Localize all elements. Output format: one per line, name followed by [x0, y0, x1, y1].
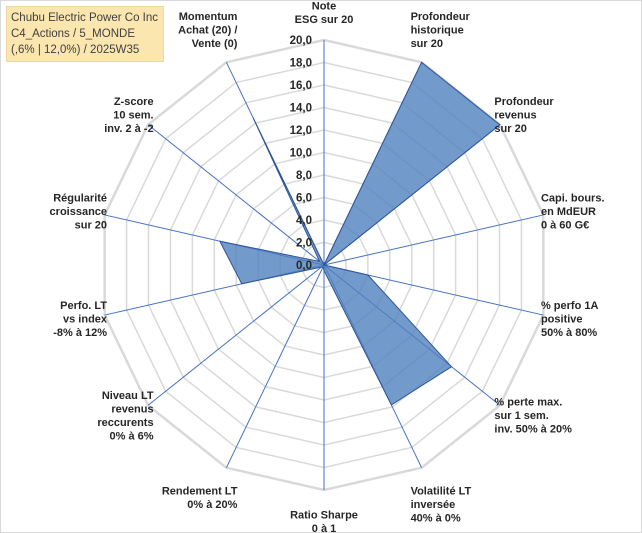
axis-label-5-line-2: inv. 50% à 20% — [494, 424, 572, 436]
axis-label-7-line-1: 0 à 1 — [312, 523, 336, 533]
axis-label-8-line-1: 0% à 20% — [187, 499, 237, 511]
axis-label-8-line-0: Rendement LT — [162, 486, 238, 498]
axis-label-0-line-1: ESG sur 20 — [295, 14, 354, 26]
axis-label-3-line-1: en MdEUR — [541, 206, 596, 218]
tick-label-2: 4,0 — [296, 215, 312, 227]
title-line-range-week: (,6% | 12,0%) / 2025W35 — [11, 44, 140, 56]
axis-label-2-line-1: revenus — [494, 109, 536, 121]
axis-label-4-line-1: positive — [541, 313, 583, 325]
tick-label-7: 14,0 — [290, 103, 312, 115]
tick-label-6: 12,0 — [290, 125, 312, 137]
chart-title-box: Chubu Electric Power Co Inc C4_Actions /… — [6, 6, 164, 62]
axis-label-6-line-0: Volatilité LT — [411, 486, 472, 498]
tick-label-8: 16,0 — [290, 80, 312, 92]
tick-label-3: 6,0 — [296, 193, 312, 205]
axis-label-12-line-1: 10 sem. — [113, 109, 153, 121]
axis-label-12-line-0: Z-score — [114, 96, 154, 108]
radar-series — [218, 61, 501, 406]
axis-label-10-line-1: vs index — [63, 313, 108, 325]
axis-label-10-line-0: Perfo. LT — [60, 300, 107, 312]
axis-label-2-line-2: sur 20 — [494, 123, 526, 135]
spoke-9 — [147, 264, 325, 406]
axis-label-10-line-2: -8% à 12% — [53, 327, 107, 339]
axis-label-13-line-1: Achat (20) / — [178, 24, 237, 36]
axis-label-13-line-0: Momentum — [179, 11, 238, 23]
axis-label-3: Capi. bours.en MdEUR 0 à 60 G€ — [541, 193, 605, 232]
axis-label-6-line-1: inversée — [411, 499, 456, 511]
spoke-3 — [323, 214, 544, 266]
title-line-company: Chubu Electric Power Co Inc — [11, 12, 159, 24]
axis-label-9-line-0: Niveau LT — [102, 390, 154, 402]
tick-label-5: 10,0 — [290, 148, 312, 160]
axis-label-9-line-1: revenus — [111, 403, 153, 415]
axis-label-7-line-0: Ratio Sharpe — [290, 510, 358, 522]
tick-label-4: 8,0 — [296, 170, 312, 182]
radar-tick-labels: 0,0 2,0 4,0 6,0 8,0 10,0 12,0 14,0 16,0 18,0 20,0 — [290, 35, 312, 272]
axis-label-11-line-0: Régularité — [53, 193, 107, 205]
axis-label-5-line-1: sur 1 sem. — [494, 410, 548, 422]
axis-label-11-line-1: croissance — [50, 206, 107, 218]
series-area — [218, 61, 501, 406]
axis-label-0-line-0: Note — [312, 1, 336, 13]
axis-label-11-line-2: sur 20 — [75, 220, 107, 232]
tick-label-0: 0,0 — [296, 260, 312, 272]
axis-label-4-line-2: 50% à 80% — [541, 327, 597, 339]
axis-label-3-line-2: 0 à 60 G€ — [541, 220, 589, 232]
axis-label-13-line-2: Vente (0) — [192, 38, 238, 50]
axis-label-4-line-0: % perfo 1A — [541, 300, 599, 312]
axis-label-5-line-0: % perte max. — [494, 397, 562, 409]
spoke-12 — [147, 124, 325, 266]
axis-label-1-line-2: sur 20 — [411, 38, 443, 50]
axis-label-9-line-2: reccurents — [97, 417, 153, 429]
spoke-8 — [225, 264, 325, 468]
axis-label-6-line-2: 40% à 0% — [411, 513, 461, 525]
tick-label-1: 2,0 — [296, 238, 312, 250]
axis-label-9-line-3: 0% à 6% — [110, 430, 154, 442]
axis-label-8: Rendement LT0% à 20% — [162, 486, 238, 512]
tick-label-9: 18,0 — [290, 58, 312, 70]
axis-label-3-line-0: Capi. bours. — [541, 193, 605, 205]
axis-label-1-line-0: Profondeur — [411, 11, 471, 23]
axis-label-1-line-1: historique — [411, 24, 464, 36]
axis-label-12-line-2: inv. 2 à -2 — [104, 123, 153, 135]
axis-label-5: % perte max.sur 1 sem. inv. 50% à 20% — [494, 397, 572, 436]
axis-label-2-line-0: Profondeur — [494, 96, 554, 108]
title-line-category: C4_Actions / 5_MONDE — [11, 28, 135, 40]
tick-label-10: 20,0 — [290, 35, 312, 47]
